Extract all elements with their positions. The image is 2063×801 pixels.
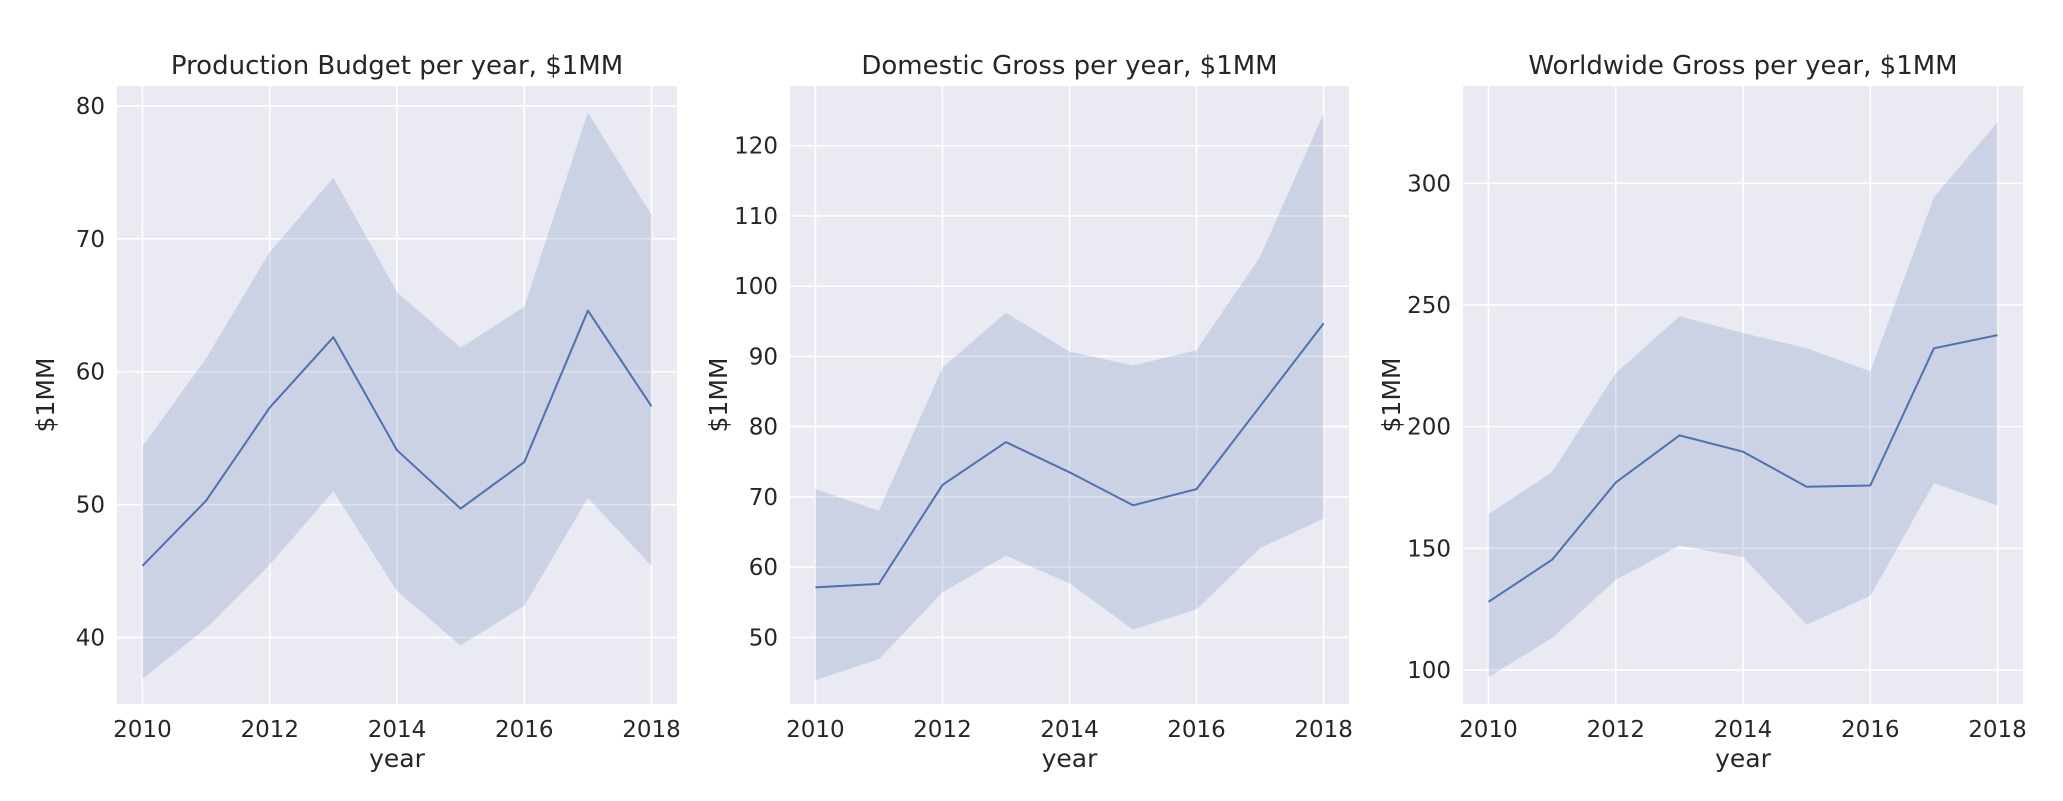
y-tick-label: 80 bbox=[749, 415, 778, 441]
y-tick-label: 70 bbox=[749, 485, 778, 511]
chart-panel-domestic-gross: 2010 2012 2014 2016 2018 50 60 70 80 90 100 110 120 D… bbox=[704, 51, 1353, 773]
y-tick-label: 150 bbox=[1407, 536, 1451, 562]
chart-panel-production-budget: 2010 2012 2014 2016 2018 40 50 60 70 80 Production… bbox=[31, 51, 681, 773]
x-tick-label: 2010 bbox=[1459, 717, 1518, 743]
y-tick-label: 100 bbox=[734, 274, 778, 300]
chart-title: Worldwide Gross per year, $1MM bbox=[1528, 51, 1957, 81]
x-tick-label: 2016 bbox=[1841, 717, 1900, 743]
x-tick-label: 2012 bbox=[1586, 717, 1645, 743]
x-tick-label: 2010 bbox=[113, 717, 172, 743]
y-tick-label: 200 bbox=[1407, 415, 1451, 441]
x-axis-label: year bbox=[1715, 744, 1771, 773]
x-tick-label: 2012 bbox=[240, 717, 299, 743]
y-axis-label: $1MM bbox=[31, 358, 60, 433]
y-tick-label: 50 bbox=[749, 625, 778, 651]
y-tick-label: 50 bbox=[76, 493, 105, 519]
x-tick-label: 2016 bbox=[495, 717, 554, 743]
chart-title: Domestic Gross per year, $1MM bbox=[861, 51, 1277, 81]
y-tick-label: 40 bbox=[76, 626, 105, 652]
x-axis-label: year bbox=[1042, 744, 1098, 773]
y-tick-label: 250 bbox=[1407, 293, 1451, 319]
x-tick-label: 2018 bbox=[1968, 717, 2027, 743]
series-line bbox=[815, 322, 1325, 589]
y-tick-label: 60 bbox=[76, 360, 105, 386]
confidence-band bbox=[815, 113, 1324, 681]
x-tick-label: 2018 bbox=[1294, 717, 1353, 743]
y-tick-label: 100 bbox=[1407, 658, 1451, 684]
confidence-band bbox=[1488, 122, 1998, 678]
x-tick-label: 2018 bbox=[622, 717, 681, 743]
x-tick-label: 2012 bbox=[913, 717, 972, 743]
x-tick-label: 2014 bbox=[1040, 717, 1099, 743]
y-tick-label: 110 bbox=[734, 204, 778, 230]
x-tick-label: 2014 bbox=[1714, 717, 1773, 743]
y-tick-label: 70 bbox=[76, 227, 105, 253]
confidence-band bbox=[142, 112, 652, 679]
x-axis-label: year bbox=[369, 744, 425, 773]
y-axis-label: $1MM bbox=[1377, 358, 1406, 433]
x-tick-label: 2016 bbox=[1167, 717, 1226, 743]
y-tick-label: 60 bbox=[749, 555, 778, 581]
x-tick-label: 2010 bbox=[786, 717, 845, 743]
y-tick-label: 90 bbox=[749, 344, 778, 370]
y-tick-label: 120 bbox=[734, 134, 778, 160]
y-tick-label: 300 bbox=[1407, 171, 1451, 197]
y-axis-label: $1MM bbox=[704, 358, 733, 433]
chart-panel-worldwide-gross: 2010 2012 2014 2016 2018 100 150 200 250 300 World… bbox=[1377, 51, 2027, 773]
series-line bbox=[1487, 334, 1998, 603]
chart-title: Production Budget per year, $1MM bbox=[171, 51, 623, 81]
y-tick-label: 80 bbox=[76, 94, 105, 120]
series-line bbox=[141, 309, 653, 567]
x-tick-label: 2014 bbox=[368, 717, 427, 743]
